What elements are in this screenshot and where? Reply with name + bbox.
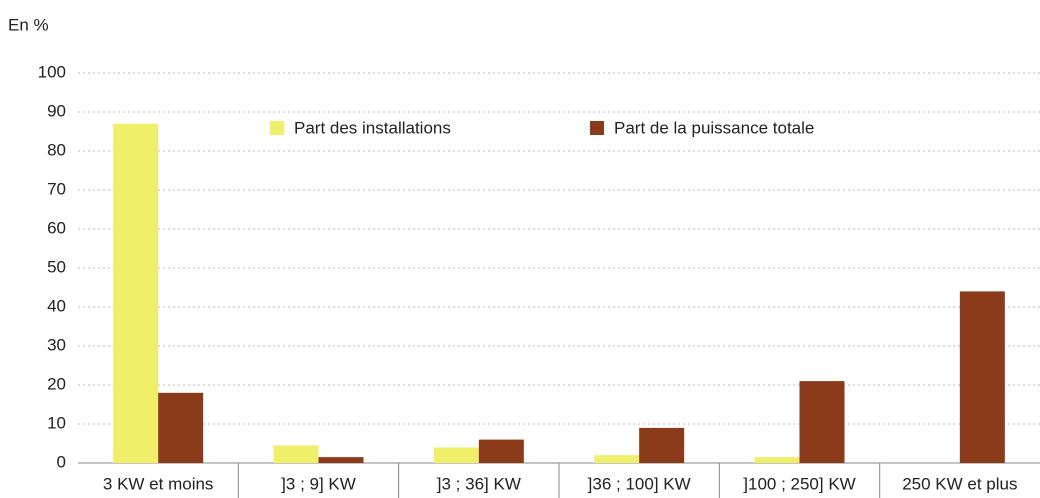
- y-tick-label: 20: [47, 374, 66, 393]
- y-tick-label: 60: [47, 218, 66, 237]
- y-tick-label: 0: [57, 452, 66, 471]
- y-axis-label: En %: [8, 15, 49, 34]
- x-tick-label: ]36 ; 100] KW: [588, 474, 691, 493]
- bar: [639, 427, 685, 463]
- bar: [959, 291, 1005, 463]
- y-tick-label: 10: [47, 413, 66, 432]
- legend-swatch: [590, 121, 604, 135]
- y-tick-label: 100: [38, 62, 66, 81]
- y-tick-label: 50: [47, 257, 66, 276]
- legend-label: Part des installations: [294, 118, 451, 137]
- bar: [273, 445, 319, 463]
- legend-label: Part de la puissance totale: [614, 118, 814, 137]
- bar: [318, 457, 364, 463]
- x-tick-label: ]100 ; 250] KW: [743, 474, 855, 493]
- x-tick-label: ]3 ; 9] KW: [281, 474, 356, 493]
- y-tick-label: 80: [47, 140, 66, 159]
- y-tick-label: 30: [47, 335, 66, 354]
- y-tick-label: 90: [47, 101, 66, 120]
- bar: [158, 392, 204, 463]
- bar: [754, 457, 800, 463]
- bar: [478, 439, 524, 463]
- x-tick-label: 3 KW et moins: [103, 474, 214, 493]
- bar: [113, 123, 159, 463]
- y-tick-label: 40: [47, 296, 66, 315]
- y-tick-label: 70: [47, 179, 66, 198]
- x-tick-label: ]3 ; 36] KW: [437, 474, 521, 493]
- bar: [594, 455, 640, 463]
- x-tick-label: 250 KW et plus: [902, 474, 1017, 493]
- legend-swatch: [270, 121, 284, 135]
- bar: [433, 447, 479, 463]
- bar: [799, 381, 845, 463]
